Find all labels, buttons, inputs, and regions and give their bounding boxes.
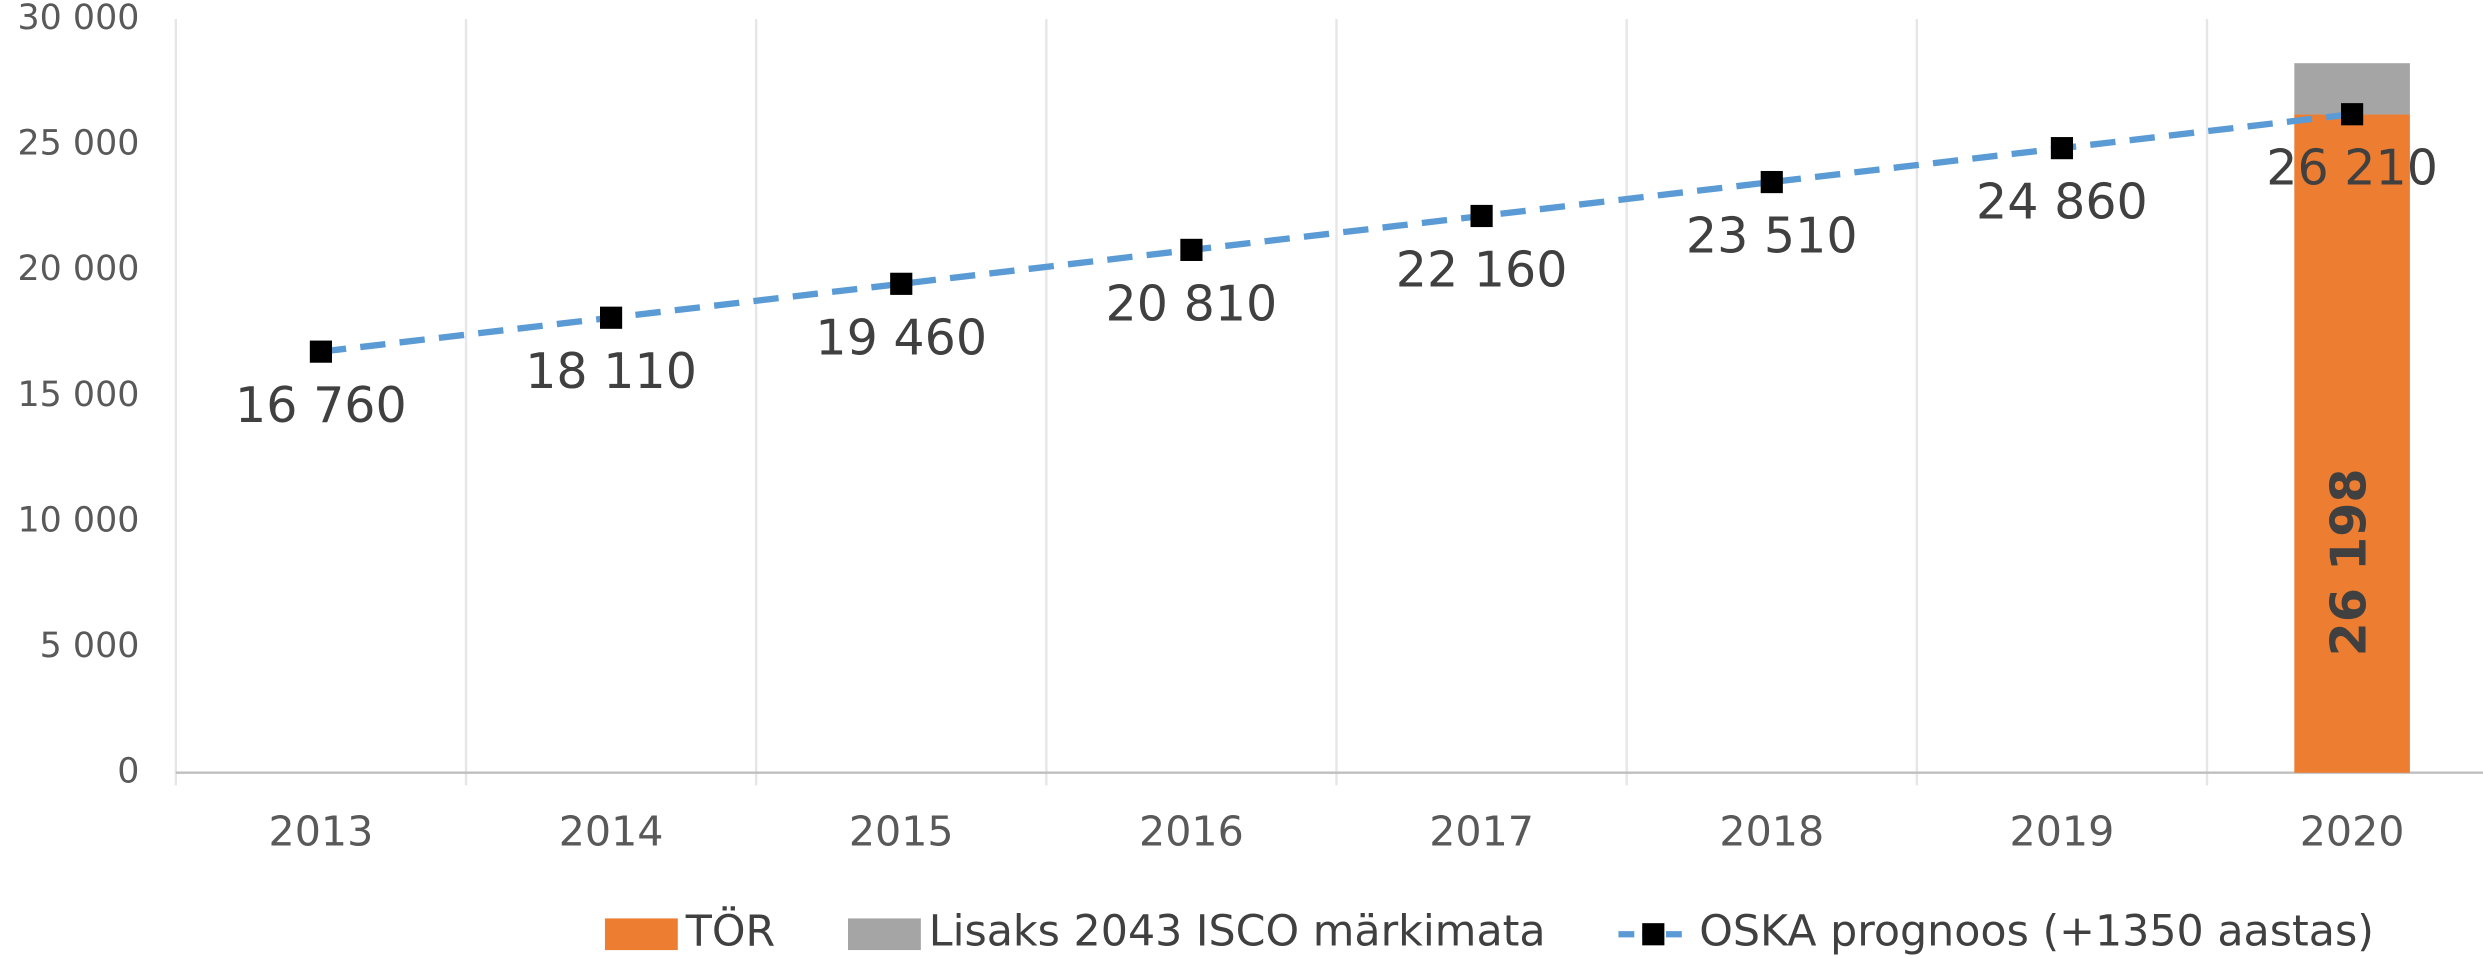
marker [2050,137,2074,160]
marker [890,272,913,295]
line [320,111,2353,355]
bar-value-label: 26 198 [2320,468,2378,656]
marker [309,340,332,363]
marker [1180,238,1203,261]
legend-marker [1642,923,1665,946]
y-tick-label: 15 000 [18,375,140,415]
value-label: 16 760 [235,376,407,434]
legend-swatch [604,918,678,951]
y-tick-label: 5 000 [40,626,140,666]
value-label: 26 210 [2266,139,2438,197]
marker [1470,204,1493,228]
x-tick-label: 2018 [1719,807,1824,855]
x-tick-label: 2019 [2010,807,2115,855]
legend-swatch [848,918,921,951]
y-tick-label: 10 000 [18,500,140,540]
y-tick-label: 25 000 [18,124,140,164]
legend-label: OSKA prognoos (+1350 aastas) [1699,907,2374,957]
y-tick-label: 30 000 [18,0,140,38]
x-tick-label: 2020 [2300,807,2405,855]
x-tick-label: 2016 [1139,807,1244,855]
value-label: 23 510 [1686,207,1858,265]
value-label: 22 160 [1396,240,1568,298]
value-label: 19 460 [815,308,987,366]
x-tick-label: 2013 [269,807,374,855]
value-label: 20 810 [1106,274,1278,332]
marker [1760,170,1783,194]
x-tick-label: 2017 [1429,807,1534,855]
bar [2294,114,2410,773]
marker [599,306,623,329]
x-tick-label: 2014 [559,807,664,855]
value-label: 24 860 [1976,173,2148,231]
x-tick-label: 2015 [849,807,954,855]
legend-label: TÖR [685,906,775,957]
y-tick-label: 20 000 [18,249,140,289]
y-tick-label: 0 [117,752,139,792]
marker [2341,103,2364,126]
legend-label: Lisaks 2043 ISCO märkimata [929,907,1546,957]
value-label: 18 110 [525,342,697,400]
